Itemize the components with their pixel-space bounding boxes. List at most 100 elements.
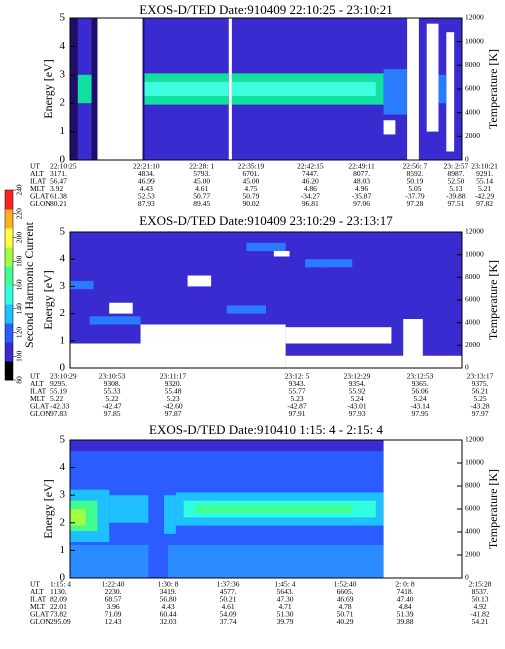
table-cell: 55.48 — [165, 387, 182, 396]
table-cell: 97.95 — [412, 409, 429, 418]
spectrogram-region — [109, 302, 133, 314]
table-cell: 23:11:17 — [160, 372, 187, 381]
table-cell: 55.14 — [476, 177, 493, 186]
table-cell: 1:52:40 — [334, 580, 357, 589]
table-cell: 47.40 — [397, 595, 414, 604]
table-cell: 295.09 — [50, 617, 71, 626]
spectrogram-region — [246, 242, 286, 252]
y2-tick-label: 4000 — [465, 317, 480, 326]
table-cell: 23:10:53 — [99, 372, 126, 381]
y2-tick-label: 4000 — [465, 527, 480, 536]
table-cell: 54.21 — [472, 617, 489, 626]
table-cell: 37.74 — [220, 617, 237, 626]
y2-tick-label: 0 — [465, 573, 469, 582]
table-cell: -41.82 — [470, 610, 490, 619]
y-tick-label: 0 — [60, 362, 66, 374]
table-cell: 4.86 — [304, 184, 317, 193]
table-cell: 71.09 — [105, 610, 122, 619]
y2-axis-label: Temperature [K] — [486, 469, 500, 549]
table-row-label: MLT — [30, 602, 46, 611]
panel-title: EXOS-D/TED Date:910409 22:10:25 - 23:10:… — [139, 2, 392, 17]
colorbar-segment — [5, 361, 13, 381]
table-cell: 8592. — [406, 169, 423, 178]
table-cell: -42.29 — [475, 192, 495, 201]
table-cell: 87.93 — [138, 199, 155, 208]
colorbar-segment — [5, 304, 13, 324]
y2-tick-label: 6000 — [465, 84, 480, 93]
table-cell: 60.44 — [160, 610, 177, 619]
table-cell: 46.69 — [337, 595, 354, 604]
table-cell: -39.88 — [446, 192, 466, 201]
y2-tick-label: 2000 — [465, 550, 480, 559]
spectrogram-region — [144, 81, 229, 97]
spectrogram-region — [70, 18, 78, 160]
colorbar-tick-label: 140 — [15, 303, 24, 315]
table-cell: 2230. — [105, 587, 122, 596]
spectrogram-region — [70, 343, 286, 368]
y-tick-label: 4 — [60, 461, 66, 473]
table-row-label: ALT — [30, 587, 44, 596]
table-cell: 48.03 — [353, 177, 370, 186]
y-tick-label: 5 — [60, 434, 66, 446]
y2-axis-label: Temperature [K] — [486, 260, 500, 340]
y-tick-label: 2 — [60, 516, 66, 528]
y-tick-label: 1 — [60, 125, 66, 137]
table-cell: 51.30 — [277, 610, 294, 619]
table-cell: 46.20 — [302, 177, 319, 186]
table-cell: 1:22:40 — [102, 580, 125, 589]
y2-tick-label: 0 — [465, 155, 469, 164]
spectrogram-region — [426, 23, 439, 132]
table-cell: 97.91 — [289, 409, 306, 418]
table-cell: 80.21 — [50, 199, 67, 208]
colorbar-tick-label: 160 — [15, 279, 24, 291]
table-cell: 8537. — [472, 587, 489, 596]
table-cell: 9375. — [472, 379, 489, 388]
table-cell: 2: 0: 8 — [395, 580, 414, 589]
colorbar-tick-label: 100 — [15, 350, 24, 362]
table-cell: 5.24 — [350, 394, 363, 403]
table-cell: 23:10:21 — [471, 162, 498, 171]
y2-axis-label: Temperature [K] — [486, 49, 500, 129]
table-cell: 4.92 — [473, 602, 486, 611]
colorbar-segment — [5, 266, 13, 286]
colorbar-segment — [5, 190, 13, 210]
table-cell: 9354. — [349, 379, 366, 388]
table-cell: 40.29 — [337, 617, 354, 626]
table-cell: 23: 2:57 — [444, 162, 469, 171]
table-cell: 4.96 — [355, 184, 368, 193]
spectrogram-region — [226, 305, 266, 314]
table-cell: 23:12:53 — [407, 372, 434, 381]
colorbar-segment — [5, 342, 13, 362]
table-cell: 8077. — [353, 169, 370, 178]
table-cell: -43.01 — [347, 402, 367, 411]
table-cell: 23:12:29 — [344, 372, 371, 381]
colorbar-tick-label: 180 — [15, 255, 24, 267]
table-cell: 8987. — [447, 169, 464, 178]
table-cell: 50.77 — [193, 192, 210, 201]
table-cell: 56.47 — [50, 177, 67, 186]
table-cell: 9365. — [412, 379, 429, 388]
y-tick-label: 0 — [60, 154, 66, 166]
table-cell: 97.83 — [50, 409, 67, 418]
spectrogram-region — [438, 74, 447, 104]
y-tick-label: 3 — [60, 68, 66, 80]
colorbar-segment — [5, 247, 13, 267]
table-cell: 51.39 — [397, 610, 414, 619]
table-cell: 68.57 — [105, 595, 122, 604]
y-tick-label: 3 — [60, 489, 66, 501]
table-cell: -42.47 — [102, 402, 122, 411]
table-cell: 97.85 — [104, 409, 121, 418]
table-cell: 56.80 — [160, 595, 177, 604]
table-cell: 22:56: 7 — [403, 162, 428, 171]
table-row-label: ILAT — [30, 177, 47, 186]
table-cell: 9308. — [104, 379, 121, 388]
y2-tick-label: 10000 — [465, 458, 484, 467]
spectrogram-region — [89, 316, 141, 325]
table-cell: 1:30: 8 — [157, 580, 178, 589]
table-cell: 56.21 — [472, 387, 489, 396]
table-cell: 1:37:36 — [217, 580, 240, 589]
table-cell: 97.06 — [353, 199, 370, 208]
spectrogram-region — [285, 355, 462, 368]
table-cell: 50.13 — [472, 595, 489, 604]
y2-tick-label: 6000 — [465, 295, 480, 304]
